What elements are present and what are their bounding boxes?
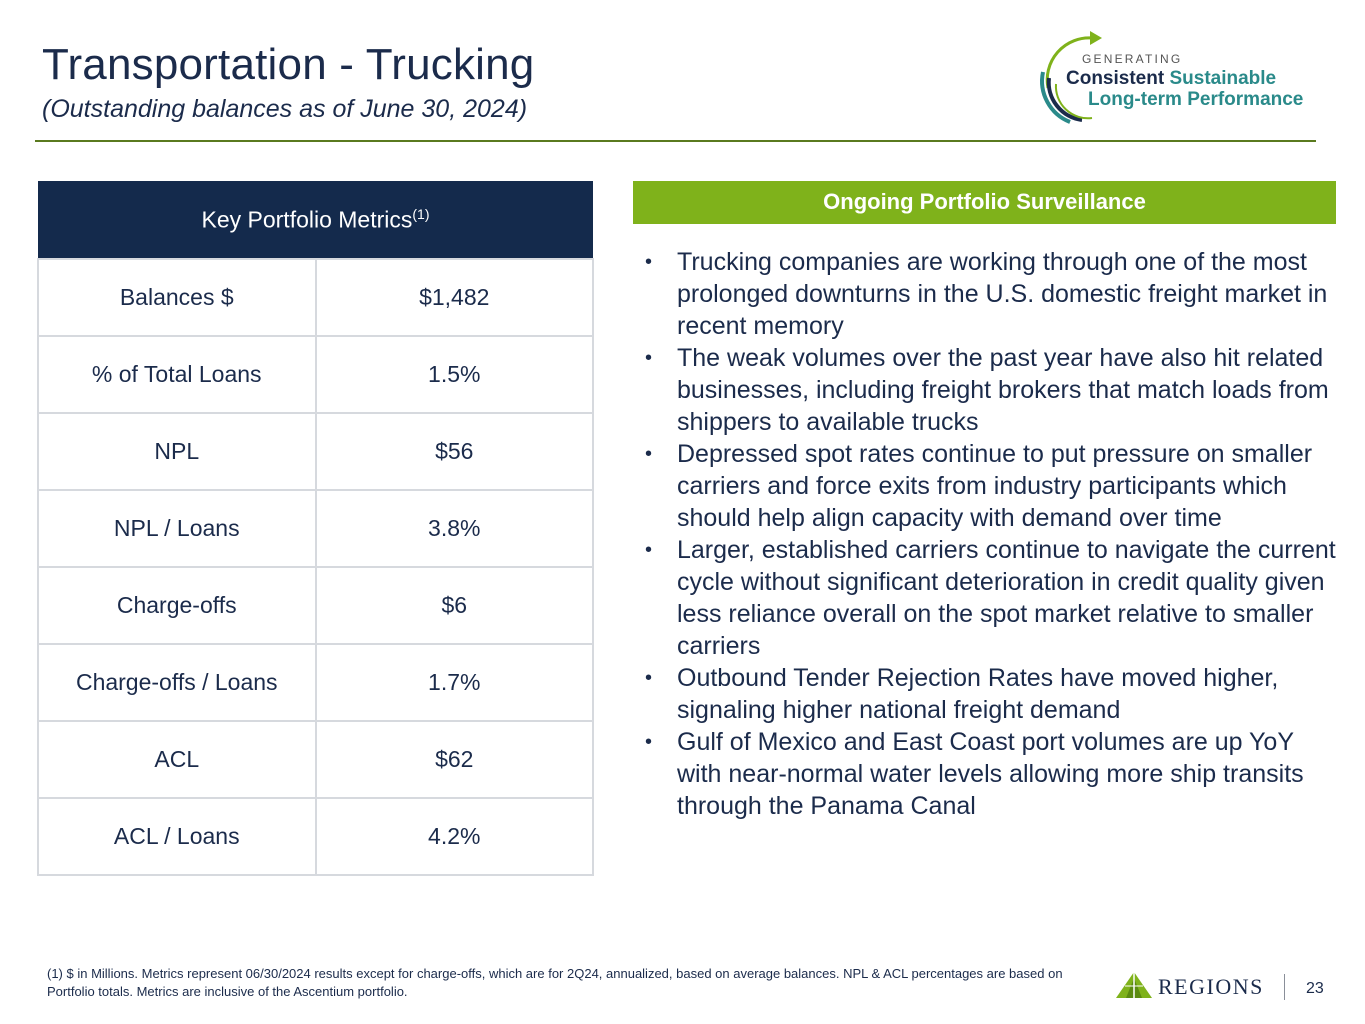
metric-value: 1.5%	[314, 335, 594, 414]
table-row: Balances $ $1,482	[37, 258, 594, 337]
bullet-marker: •	[645, 251, 653, 273]
bullet-text: Larger, established carriers continue to…	[677, 536, 1336, 660]
regions-wordmark: REGIONS	[1158, 974, 1264, 999]
bullet-marker: •	[645, 443, 653, 465]
bullet-text: Trucking companies are working through o…	[677, 248, 1328, 340]
table-row: ACL / Loans 4.2%	[37, 797, 594, 876]
list-item: • Depressed spot rates continue to put pr…	[641, 438, 1341, 534]
metric-label: Charge-offs	[37, 566, 317, 645]
regions-brand: REGIONS	[1114, 970, 1285, 1000]
table-row: NPL / Loans 3.8%	[37, 489, 594, 568]
table-row: Charge-offs $6	[37, 566, 594, 645]
bullet-text: Outbound Tender Rejection Rates have mov…	[677, 664, 1279, 724]
metric-label: Charge-offs / Loans	[37, 643, 317, 722]
table-header-row: Key Portfolio Metrics(1)	[38, 181, 593, 259]
bullet-marker: •	[645, 731, 653, 753]
metric-value: 4.2%	[314, 797, 594, 876]
list-item: • Outbound Tender Rejection Rates have mo…	[641, 662, 1341, 726]
brand-separator	[1284, 974, 1285, 1000]
header-divider	[35, 140, 1316, 142]
list-item: • The weak volumes over the past year hav…	[641, 342, 1341, 438]
metric-label: NPL / Loans	[37, 489, 317, 568]
page-subtitle: (Outstanding balances as of June 30, 202…	[42, 95, 528, 123]
bullet-text: The weak volumes over the past year have…	[677, 344, 1329, 436]
logo-consistent-text: Consistent	[1066, 68, 1165, 89]
table-row: % of Total Loans 1.5%	[37, 335, 594, 414]
metric-value: $6	[314, 566, 594, 645]
bullet-marker: •	[645, 539, 653, 561]
metric-value: $62	[314, 720, 594, 799]
metric-label: ACL / Loans	[37, 797, 317, 876]
metric-label: % of Total Loans	[37, 335, 317, 414]
generating-performance-logo: GENERATING Consistent Sustainable Long-t…	[1034, 28, 1324, 128]
footnote: (1) $ in Millions. Metrics represent 06/…	[47, 966, 1063, 999]
surveillance-bullet-list: • Trucking companies are working through …	[641, 246, 1341, 822]
list-item: • Larger, established carriers continue t…	[641, 534, 1341, 662]
table-header: Key Portfolio Metrics(1)	[38, 181, 593, 259]
table-row: NPL $56	[37, 412, 594, 491]
bullet-marker: •	[645, 667, 653, 689]
metric-label: Balances $	[37, 258, 317, 337]
metric-label: ACL	[37, 720, 317, 799]
table-row: ACL $62	[37, 720, 594, 799]
list-item: • Gulf of Mexico and East Coast port volu…	[641, 726, 1341, 822]
list-item: • Trucking companies are working through …	[641, 246, 1341, 342]
key-portfolio-metrics-table: Key Portfolio Metrics(1) Balances $ $1,4…	[37, 181, 594, 876]
logo-sustainable-text: Sustainable	[1169, 68, 1277, 89]
metric-value: $56	[314, 412, 594, 491]
logo-generating-text: GENERATING	[1082, 52, 1183, 66]
footnote-marker: (1)	[412, 205, 430, 222]
bullet-text: Gulf of Mexico and East Coast port volum…	[677, 728, 1304, 820]
table-row: Charge-offs / Loans 1.7%	[37, 643, 594, 722]
surveillance-heading: Ongoing Portfolio Surveillance	[633, 181, 1336, 224]
table-header-label: Key Portfolio Metrics	[201, 206, 413, 233]
bullet-marker: •	[645, 347, 653, 369]
page-number: 23	[1306, 980, 1324, 997]
metric-value: 1.7%	[314, 643, 594, 722]
logo-line-2: Long-term Performance	[1088, 89, 1304, 110]
logo-line-1: Consistent Sustainable	[1066, 68, 1276, 90]
metric-value: 3.8%	[314, 489, 594, 568]
circular-arrows-icon	[1040, 31, 1102, 124]
metric-label: NPL	[37, 412, 317, 491]
regions-pyramid-icon	[1116, 972, 1152, 998]
bullet-text: Depressed spot rates continue to put pre…	[677, 440, 1313, 532]
page-title: Transportation - Trucking	[42, 40, 535, 89]
metric-value: $1,482	[314, 258, 594, 337]
